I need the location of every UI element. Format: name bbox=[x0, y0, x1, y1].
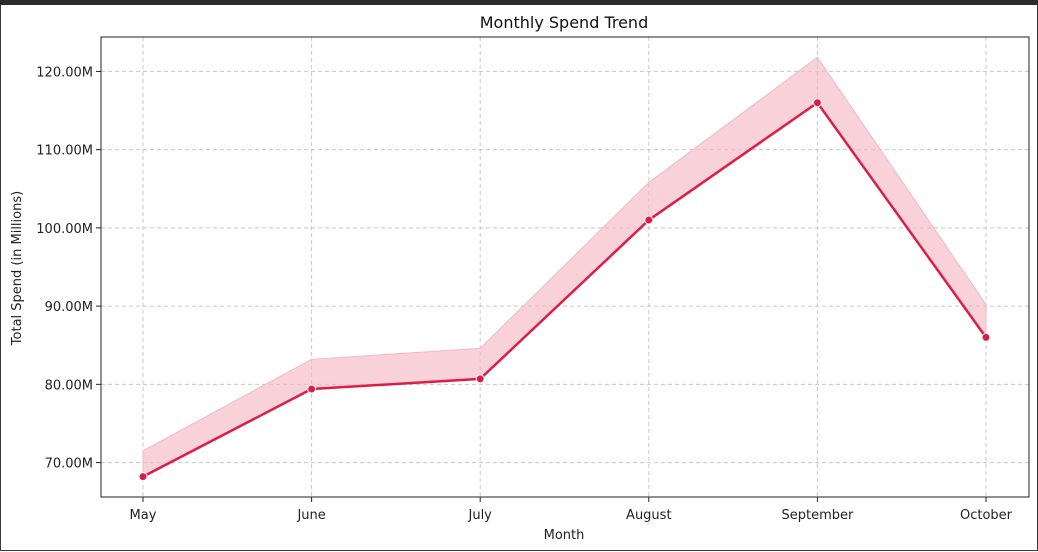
x-axis-ticks: May June July August September October bbox=[130, 497, 1013, 523]
data-point bbox=[981, 332, 991, 342]
x-tick-label: August bbox=[626, 508, 672, 523]
x-tick-label: July bbox=[468, 508, 493, 523]
data-point bbox=[307, 384, 317, 394]
series-line bbox=[142, 101, 988, 478]
x-tick-label: October bbox=[960, 508, 1013, 523]
y-axis-label: Total Spend (in Millions) bbox=[10, 191, 25, 346]
window-top-bar bbox=[0, 0, 1038, 5]
chart-title: Monthly Spend Trend bbox=[480, 13, 648, 32]
confidence-band-area bbox=[142, 56, 987, 478]
data-point bbox=[644, 215, 654, 225]
x-tick-label: May bbox=[130, 508, 157, 523]
y-tick-label: 120.00M bbox=[36, 65, 93, 80]
confidence-band bbox=[142, 56, 987, 478]
grid bbox=[101, 37, 1029, 497]
y-tick-label: 80.00M bbox=[45, 378, 93, 393]
y-axis-ticks: 70.00M 80.00M 90.00M 100.00M 110.00M 120.00M bbox=[36, 65, 101, 472]
x-tick-label: September bbox=[781, 508, 854, 523]
data-point bbox=[475, 374, 485, 384]
x-tick-label: June bbox=[296, 508, 325, 523]
plot-border bbox=[100, 36, 1030, 498]
data-point bbox=[138, 472, 148, 482]
data-points bbox=[138, 98, 991, 482]
data-point bbox=[812, 98, 822, 108]
y-tick-label: 90.00M bbox=[45, 300, 93, 315]
x-axis-label: Month bbox=[544, 528, 585, 543]
y-tick-label: 70.00M bbox=[45, 457, 93, 472]
y-tick-label: 100.00M bbox=[36, 222, 93, 237]
series-polyline bbox=[142, 101, 988, 478]
y-tick-label: 110.00M bbox=[36, 144, 93, 159]
